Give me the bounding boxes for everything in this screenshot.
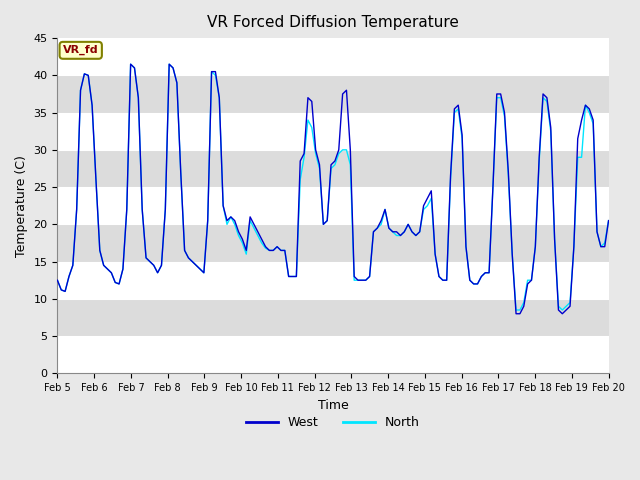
West <box>54 277 61 283</box>
West <box>508 251 516 257</box>
West <box>605 218 612 224</box>
Bar <box>58 299 609 336</box>
North <box>512 307 520 313</box>
West <box>92 177 100 182</box>
Title: VR Forced Diffusion Temperature: VR Forced Diffusion Temperature <box>207 15 459 30</box>
Y-axis label: Temperature (C): Temperature (C) <box>15 155 28 257</box>
Text: VR_fd: VR_fd <box>63 45 99 56</box>
Bar <box>58 75 609 113</box>
North <box>127 61 134 67</box>
West <box>138 206 146 212</box>
North <box>227 214 235 220</box>
Line: West: West <box>58 64 609 314</box>
X-axis label: Time: Time <box>317 398 348 412</box>
West <box>500 110 508 116</box>
North <box>508 251 516 257</box>
Bar <box>58 224 609 262</box>
North <box>92 177 100 182</box>
West <box>451 106 458 112</box>
West <box>512 311 520 317</box>
North <box>605 218 612 224</box>
Legend: West, North: West, North <box>241 411 424 434</box>
North <box>54 277 61 283</box>
West <box>227 214 235 220</box>
Line: North: North <box>58 64 609 310</box>
North <box>451 110 458 116</box>
North <box>500 113 508 119</box>
North <box>138 206 146 212</box>
Bar <box>58 150 609 187</box>
West <box>127 61 134 67</box>
